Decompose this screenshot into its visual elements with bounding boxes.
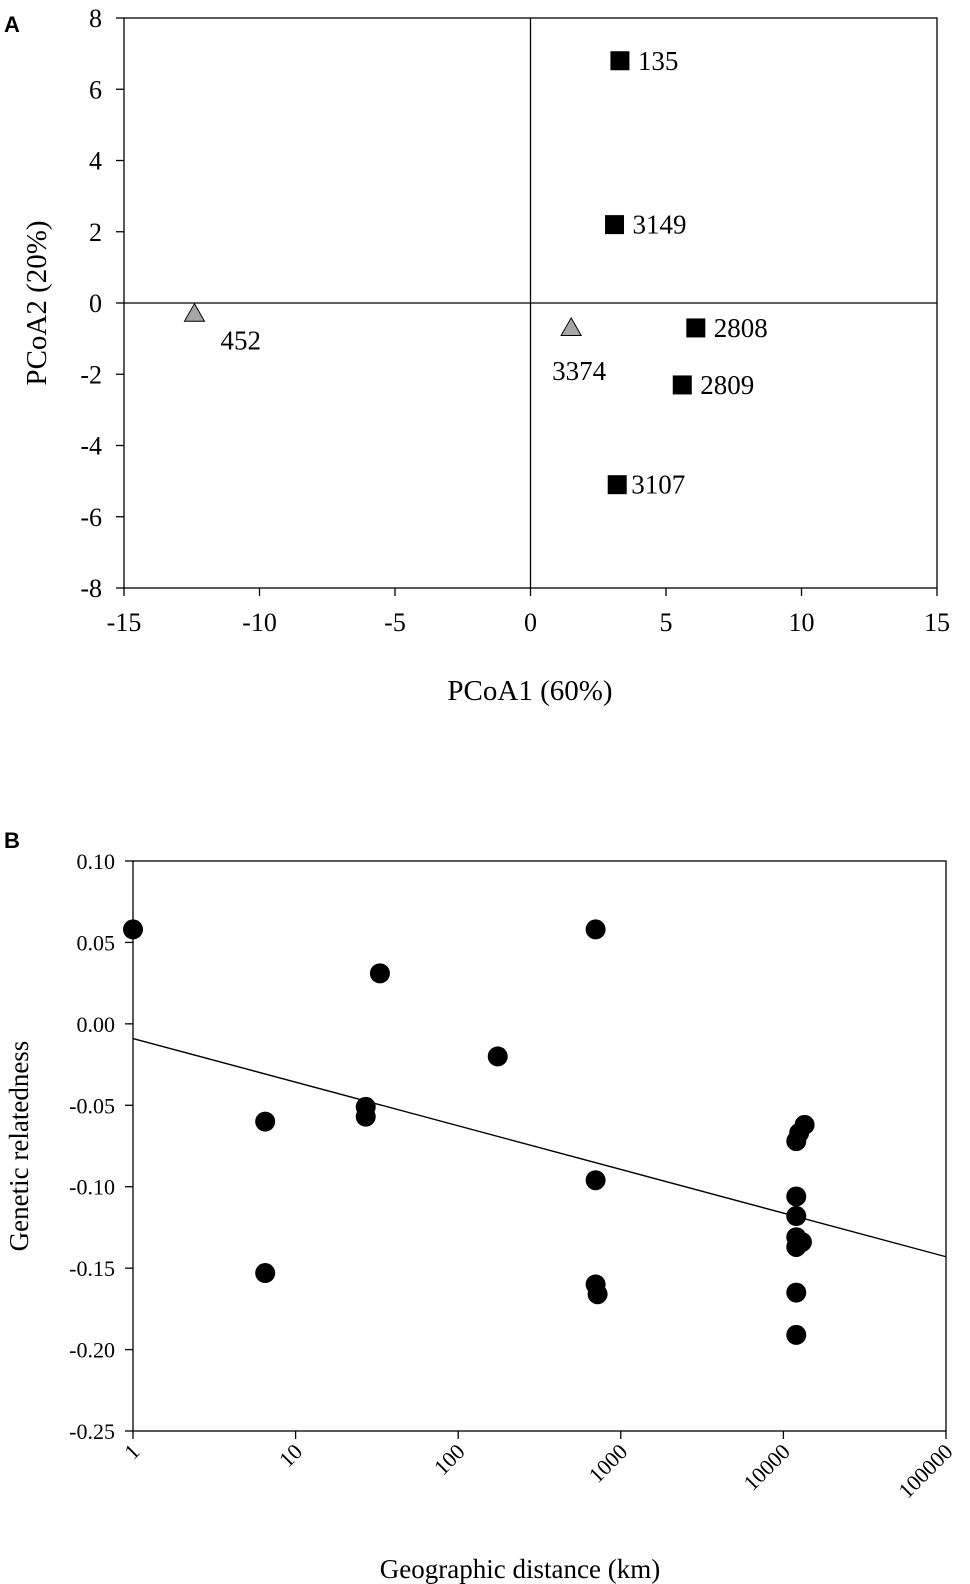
panel-a-x-tick-label: 15 <box>924 608 950 637</box>
panel-a-point-label: 3107 <box>631 470 685 500</box>
panel-a: A -15 -10 -5 0 5 10 15 -8 -6 -4 -2 0 2 4 6 8 452 3374 13… <box>4 4 950 707</box>
panel-a-y-tick-label: -6 <box>80 503 102 532</box>
panel-a-point-square <box>686 318 706 338</box>
panel-b-x-axis-title: Geographic distance (km) <box>380 1554 660 1584</box>
panel-b-point <box>794 1114 815 1135</box>
panel-a-y-tick-label: -4 <box>80 432 102 461</box>
panel-a-x-tick-label: 10 <box>789 608 815 637</box>
panel-a-y-tick-label: 6 <box>89 75 102 104</box>
panel-a-point-label: 2808 <box>714 313 768 343</box>
panel-a-points: 452 3374 135 3149 2808 2809 3107 <box>183 46 768 500</box>
panel-b-y-tick-label: 0.00 <box>77 1012 116 1037</box>
panel-b-points <box>123 919 815 1345</box>
panel-a-x-tick-label: 5 <box>660 608 673 637</box>
panel-b-y-tick-label: -0.25 <box>69 1419 115 1444</box>
panel-b-point <box>786 1282 807 1303</box>
panel-b-x-tick-label: 10000 <box>738 1439 795 1496</box>
panel-b-point <box>786 1324 807 1345</box>
panel-b-y-tick-label: 0.10 <box>77 849 116 874</box>
panel-a-point-triangle <box>183 302 206 322</box>
panel-a-label: A <box>4 12 20 37</box>
panel-b-label: B <box>4 828 20 853</box>
panel-b-y-tick-label: -0.20 <box>69 1338 115 1363</box>
panel-b-regression-line <box>132 1037 947 1258</box>
panel-b-point <box>255 1263 276 1284</box>
panel-a-point-label: 135 <box>638 46 679 76</box>
panel-a-point-square <box>607 475 627 495</box>
panel-a-point-label: 2809 <box>700 370 754 400</box>
panel-a-y-tick-label: -8 <box>80 574 102 603</box>
panel-b-point <box>355 1106 376 1127</box>
panel-b-x-tick-label: 10 <box>274 1439 307 1472</box>
panel-a-y-tick-label: 0 <box>89 289 102 318</box>
panel-b-x-tick-label: 1000 <box>584 1439 633 1488</box>
panel-a-y-tick-label: 4 <box>89 147 102 176</box>
panel-a-y-ticks: -8 -6 -4 -2 0 2 4 6 8 <box>80 4 124 603</box>
panel-b-point <box>587 1284 608 1305</box>
panel-b-point <box>786 1186 807 1207</box>
panel-a-reference-lines <box>124 18 937 588</box>
panel-b-point <box>487 1046 508 1067</box>
panel-a-y-tick-label: -2 <box>80 360 102 389</box>
panel-a-y-tick-label: 8 <box>89 4 102 33</box>
panel-a-point-triangle <box>560 316 583 336</box>
panel-b-x-tick-label: 1 <box>119 1439 144 1464</box>
panel-b-y-tick-label: 0.05 <box>77 930 116 955</box>
panel-b-point <box>585 919 606 940</box>
panel-b-y-ticks: -0.25 -0.20 -0.15 -0.10 -0.05 0.00 0.05 0.10 <box>69 849 133 1444</box>
panel-a-x-tick-label: -5 <box>384 608 406 637</box>
panel-a-point-square <box>605 215 625 235</box>
panel-b-y-tick-label: -0.15 <box>69 1256 115 1281</box>
panel-a-x-tick-label: -10 <box>242 608 277 637</box>
panel-a-y-axis-title: PCoA2 (20%) <box>21 220 53 385</box>
panel-b-point <box>786 1236 807 1257</box>
panel-b-point <box>786 1206 807 1227</box>
panel-b-x-ticks: 1 10 100 1000 10000 100000 <box>119 1431 958 1503</box>
panel-b-y-tick-label: -0.05 <box>69 1093 115 1118</box>
panel-b-y-tick-label: -0.10 <box>69 1175 115 1200</box>
panel-b-point <box>123 919 143 940</box>
panel-b-point <box>255 1111 276 1132</box>
panel-a-y-tick-label: 2 <box>89 218 102 247</box>
panel-b-point <box>585 1170 606 1191</box>
panel-b-x-tick-label: 100000 <box>893 1439 957 1503</box>
panel-b-point <box>369 963 390 984</box>
panel-a-point-label: 3374 <box>552 356 607 386</box>
panel-a-x-axis-title: PCoA1 (60%) <box>447 675 612 707</box>
panel-b-plot-frame <box>132 860 947 1432</box>
panel-b: B 1 10 100 1000 10000 100000 -0.25-0.20-0.15-… <box>4 828 958 1584</box>
panel-a-point-square <box>672 375 692 395</box>
panel-b-regression <box>132 1037 947 1258</box>
panel-b-x-tick-label: 100 <box>429 1439 470 1480</box>
panel-a-point-label: 452 <box>220 326 261 356</box>
panel-a-point-label: 3149 <box>633 210 687 240</box>
panel-a-x-ticks: -15 -10 -5 0 5 10 15 <box>107 588 950 637</box>
panel-b-y-axis-title: Genetic relatedness <box>4 1041 34 1252</box>
panel-a-point-square <box>610 51 630 71</box>
panel-a-x-tick-label: -15 <box>107 608 142 637</box>
panel-a-x-tick-label: 0 <box>524 608 537 637</box>
